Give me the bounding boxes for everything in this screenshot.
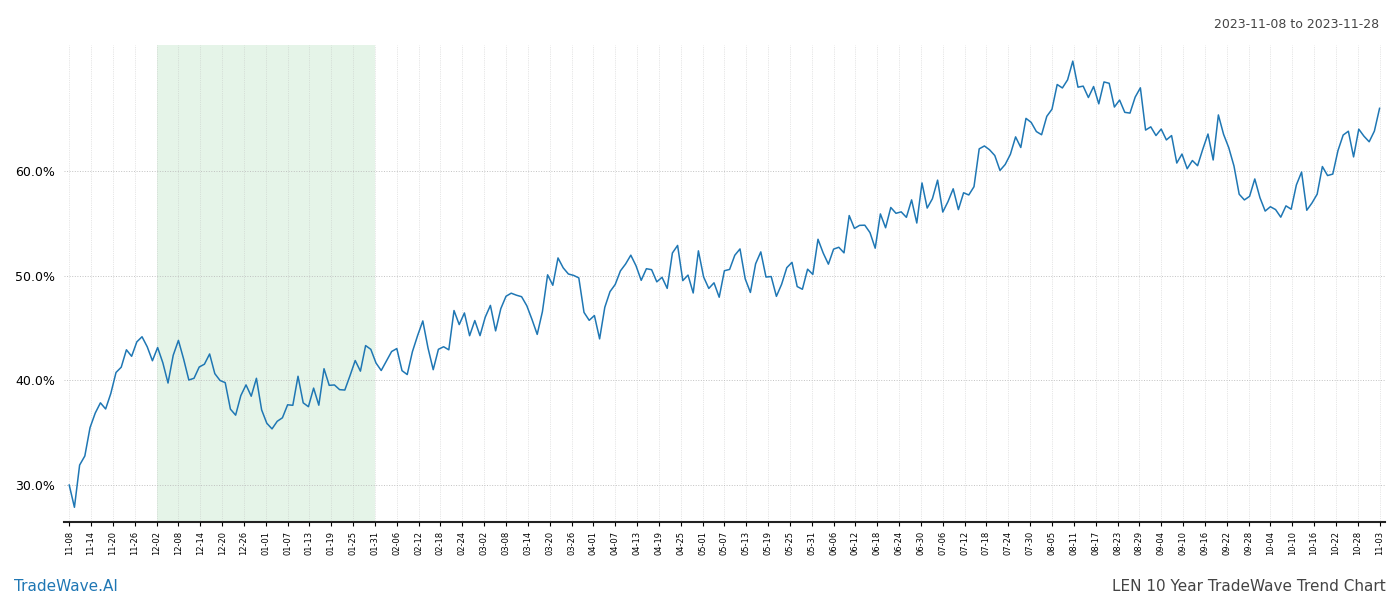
Text: LEN 10 Year TradeWave Trend Chart: LEN 10 Year TradeWave Trend Chart bbox=[1112, 579, 1386, 594]
Bar bbox=[157, 45, 375, 522]
Text: 2023-11-08 to 2023-11-28: 2023-11-08 to 2023-11-28 bbox=[1214, 18, 1379, 31]
Text: TradeWave.AI: TradeWave.AI bbox=[14, 579, 118, 594]
